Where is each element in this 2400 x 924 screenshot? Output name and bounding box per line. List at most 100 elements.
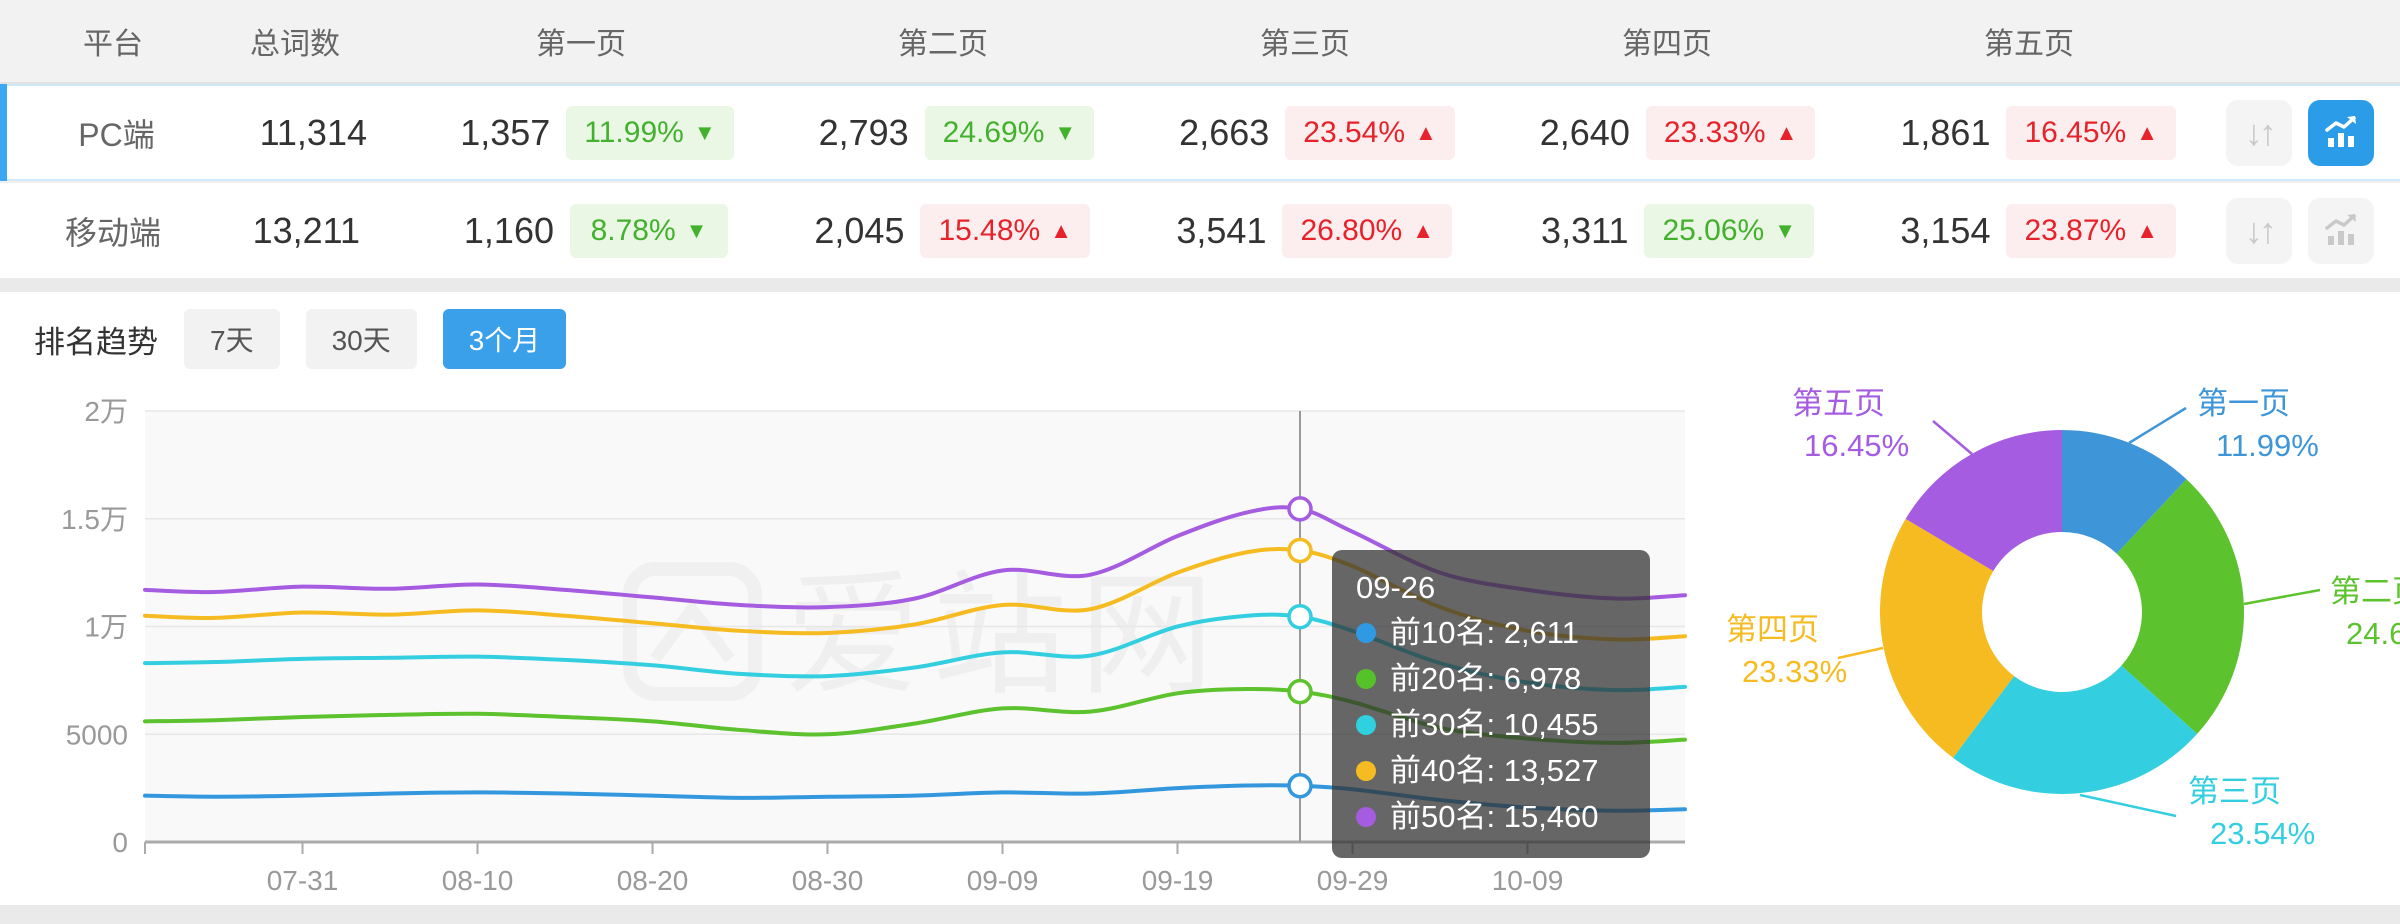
page4-change-badge: 23.33% ▲ [1645, 105, 1816, 160]
page4-cell: 3,311 25.06% ▼ [1486, 203, 1848, 258]
page1-cell: 1,357 11.99% ▼ [407, 105, 768, 160]
page3-cell: 2,663 23.54% ▲ [1128, 105, 1489, 160]
y-axis-label: 0 [112, 827, 128, 858]
page4-cell: 2,640 23.33% ▲ [1489, 105, 1850, 160]
highlight-marker-前20名 [1287, 678, 1313, 705]
page1-count: 1,357 [460, 111, 551, 153]
tab-30days[interactable]: 30天 [305, 309, 417, 369]
x-axis-label: 09-29 [1317, 865, 1389, 896]
svg-text:爱站网: 爱站网 [785, 560, 1226, 711]
donut-slice-第三页 [1952, 665, 2198, 794]
page5-cell: 3,154 23.87% ▲ [1848, 203, 2210, 258]
donut-slice-第五页 [1905, 430, 2062, 572]
compare-button[interactable]: ↓↑ [2226, 197, 2292, 264]
donut-slice-第一页 [2062, 430, 2187, 554]
x-axis-label: 08-30 [792, 865, 864, 896]
trend-arrow-icon: ▲ [2136, 217, 2158, 243]
page3-count: 3,541 [1176, 209, 1267, 251]
total-words-value: 13,211 [252, 209, 360, 251]
page4-count: 3,311 [1541, 209, 1629, 251]
donut-label-percent: 24.69% [2346, 616, 2400, 651]
donut-label-percent: 23.33% [1742, 654, 1847, 689]
label-leader-line [2128, 406, 2187, 445]
rank-trend-title: 排名趋势 [34, 324, 158, 360]
x-axis-label: 09-19 [1142, 865, 1214, 896]
rank-trend-line-chart[interactable]: 爱站网 0 5000 1万 1.5万 2万 07-31 08-10 08-20 08-30 09-0… [0, 364, 1710, 904]
line-chart-icon [2325, 213, 2356, 245]
page3-cell: 3,541 26.80% ▲ [1124, 203, 1486, 258]
label-leader-line [2079, 793, 2177, 818]
tab-3months[interactable]: 3个月 [442, 309, 567, 369]
page1-change-badge: 11.99% ▼ [566, 105, 734, 160]
trend-arrow-icon: ▼ [1774, 217, 1796, 243]
platform-label: PC端 [78, 116, 155, 153]
page5-cell: 1,861 16.45% ▲ [1849, 105, 2210, 160]
sort-arrows-icon: ↓↑ [2245, 209, 2277, 251]
trend-arrow-icon: ▲ [1775, 119, 1798, 145]
page-distribution-donut-chart[interactable]: 第一页 11.99% 第二页 24.69% 第三页 23.54% 第四页 23.33% 第五页 1… [1700, 364, 2400, 904]
table-row-pc[interactable]: PC端 11,314 1,357 11.99% ▼ 2,793 24.69% ▼ 2… [0, 84, 2400, 181]
donut-label-name: 第三页 [2188, 774, 2281, 809]
highlight-marker-前30名 [1287, 603, 1313, 630]
label-leader-line [2243, 588, 2321, 606]
page5-change-badge: 16.45% ▲ [2006, 105, 2176, 160]
x-axis-label: 10-09 [1492, 865, 1564, 896]
label-leader-line [1837, 646, 1884, 660]
page1-count: 1,160 [463, 209, 554, 251]
page2-change-badge: 15.48% ▲ [920, 203, 1090, 258]
page4-count: 2,640 [1539, 111, 1630, 153]
donut-label-percent: 23.54% [2210, 816, 2315, 851]
trend-arrow-icon: ▲ [1412, 217, 1434, 243]
page1-change-badge: 8.78% ▼ [570, 203, 728, 258]
page3-change-badge: 23.54% ▲ [1285, 105, 1455, 160]
page1-cell: 1,160 8.78% ▼ [400, 203, 762, 258]
platform-label: 移动端 [64, 214, 161, 251]
donut-slice-第二页 [2116, 479, 2244, 734]
rank-trend-section: 排名趋势 7天 30天 3个月 爱站网 0 5000 1万 1.5万 2万 07-31 08-… [0, 292, 2400, 905]
table-row-mobile[interactable]: 移动端 13,211 1,160 8.78% ▼ 2,045 15.48% ▲ 3,… [0, 181, 2400, 278]
y-axis-label: 2万 [84, 396, 128, 427]
donut-slice-第四页 [1880, 518, 2015, 758]
col-header-total: 总词数 [250, 28, 340, 61]
trend-arrow-icon: ▲ [2136, 119, 2158, 145]
highlight-marker-前50名 [1287, 496, 1313, 522]
trend-arrow-icon: ▼ [693, 119, 716, 145]
donut-label-name: 第二页 [2330, 574, 2400, 609]
trend-arrow-icon: ▲ [1415, 119, 1437, 145]
tab-7days[interactable]: 7天 [184, 309, 280, 369]
col-header-page1: 第一页 [536, 28, 626, 61]
donut-label-name: 第四页 [1726, 612, 1819, 647]
donut-label-name: 第五页 [1792, 386, 1885, 421]
line-chart-icon [2325, 115, 2356, 147]
trend-arrow-icon: ▲ [1050, 217, 1072, 243]
page2-change-badge: 24.69% ▼ [924, 105, 1095, 160]
page4-change-badge: 25.06% ▼ [1644, 203, 1814, 258]
trend-chart-button[interactable] [2308, 197, 2374, 264]
page3-count: 2,663 [1179, 111, 1270, 153]
x-axis-label: 09-09 [967, 865, 1039, 896]
label-leader-line [1932, 420, 1973, 455]
table-header: 平台 总词数 第一页 第二页 第三页 第四页 第五页 [0, 0, 2400, 84]
page5-change-badge: 23.87% ▲ [2006, 203, 2176, 258]
page5-count: 1,861 [1900, 111, 1991, 153]
col-header-page5: 第五页 [1984, 28, 2074, 61]
page5-count: 3,154 [1900, 209, 1991, 251]
col-header-platform: 平台 [83, 28, 143, 61]
trend-arrow-icon: ▼ [685, 217, 708, 243]
trend-chart-button[interactable] [2308, 99, 2374, 166]
col-header-page2: 第二页 [898, 28, 988, 61]
keyword-rank-table: 平台 总词数 第一页 第二页 第三页 第四页 第五页 PC端 11,314 1,… [0, 0, 2400, 278]
page2-cell: 2,045 15.48% ▲ [762, 203, 1124, 258]
donut-label-percent: 11.99% [2216, 428, 2319, 463]
y-axis-label: 5000 [66, 719, 128, 750]
compare-button[interactable]: ↓↑ [2226, 99, 2292, 166]
x-axis-label: 08-20 [617, 865, 689, 896]
watermark: 爱站网 [623, 560, 1226, 711]
sort-arrows-icon: ↓↑ [2245, 111, 2277, 153]
col-header-page3: 第三页 [1260, 28, 1350, 61]
page2-count: 2,793 [818, 111, 909, 153]
y-axis-label: 1.5万 [61, 504, 128, 535]
x-axis-label: 08-10 [442, 865, 514, 896]
page2-count: 2,045 [814, 209, 905, 251]
page2-cell: 2,793 24.69% ▼ [768, 105, 1129, 160]
